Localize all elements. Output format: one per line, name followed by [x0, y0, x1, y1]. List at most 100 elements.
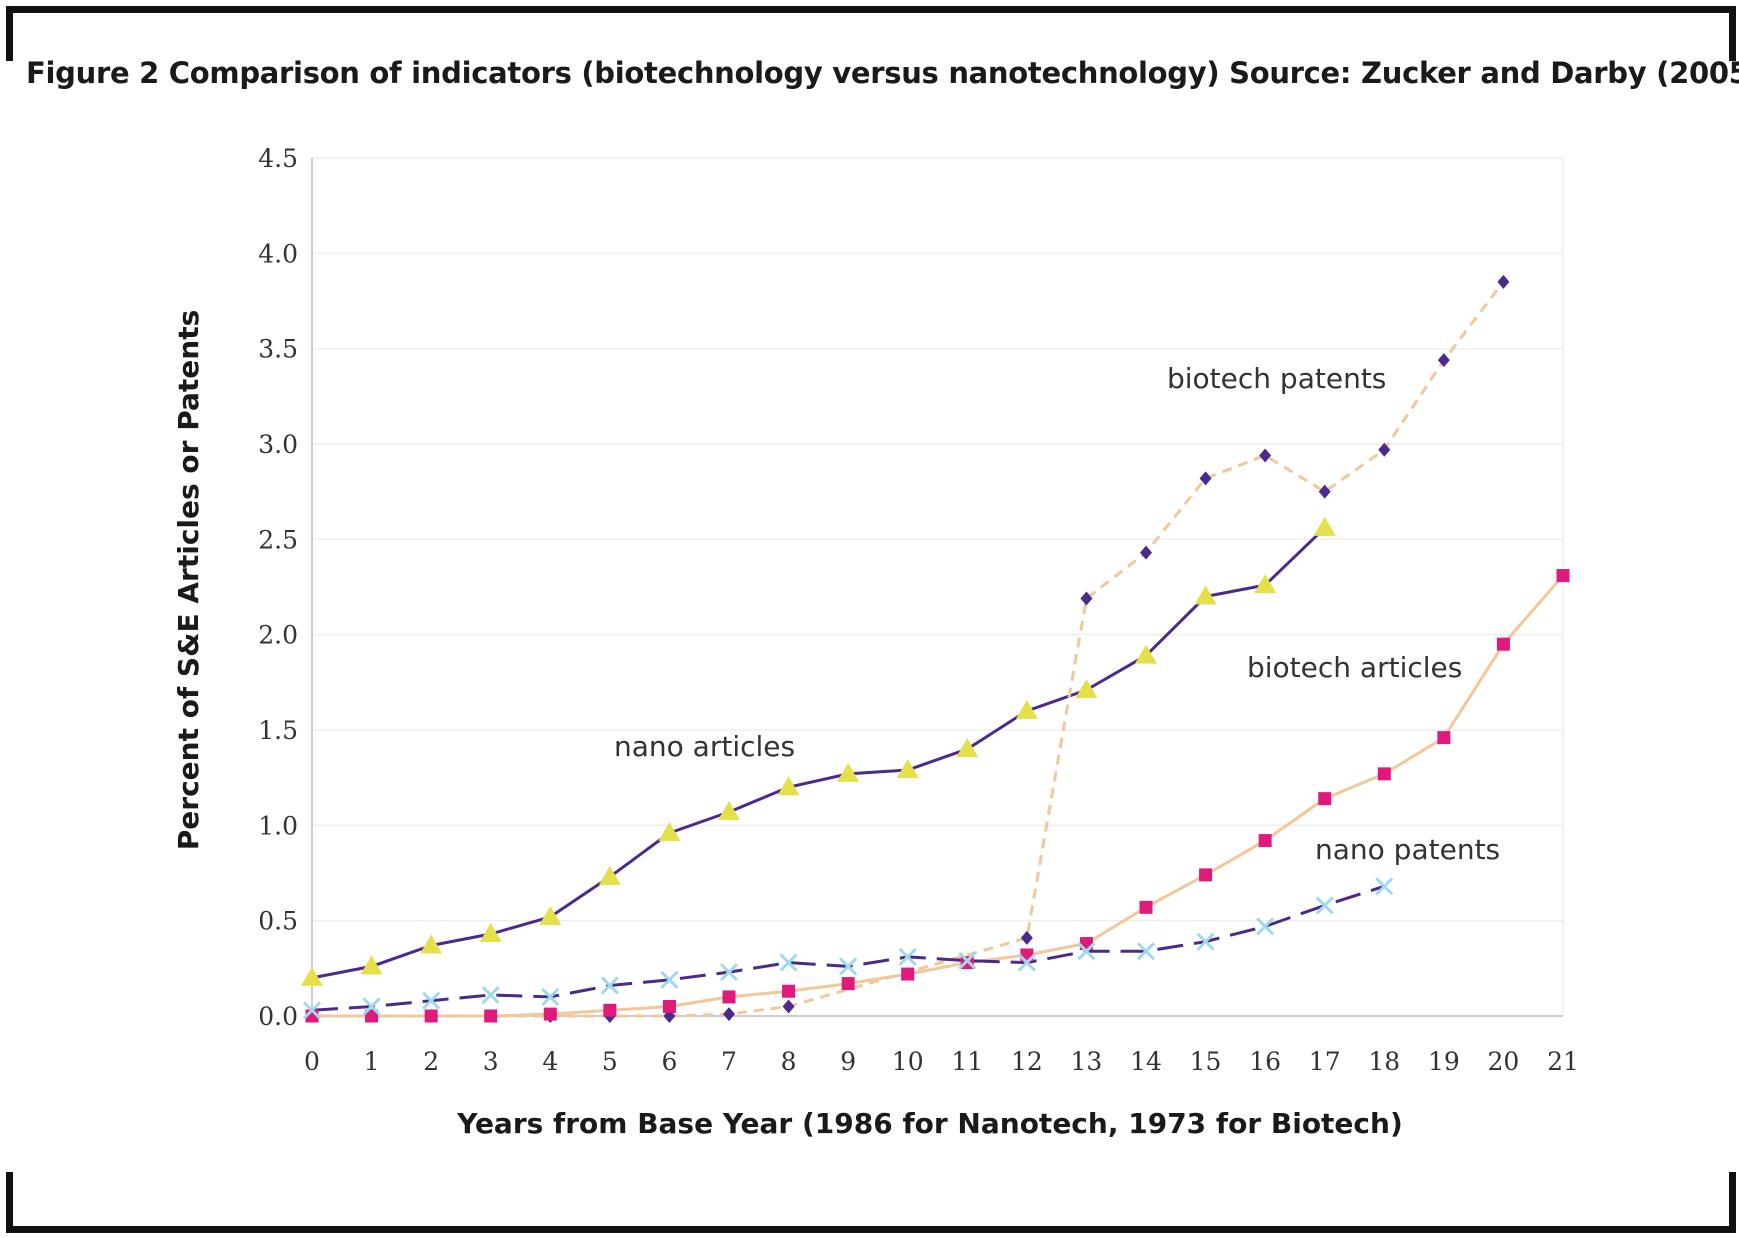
data-point-nano-articles — [658, 821, 681, 841]
figure-caption: Figure 2 Comparison of indicators (biote… — [26, 56, 1739, 90]
data-point-biotech-patents — [1199, 471, 1212, 486]
series-markers — [301, 274, 1570, 1023]
data-point-nano-articles — [1135, 644, 1157, 664]
data-point-biotech-articles — [484, 1009, 498, 1023]
data-point-biotech-patents — [1378, 442, 1391, 457]
data-point-nano-patents — [1196, 932, 1215, 951]
data-point-biotech-articles — [1258, 834, 1272, 848]
data-point-nano-patents — [481, 985, 500, 1005]
data-point-biotech-articles — [365, 1009, 379, 1023]
x-tick-label: 10 — [892, 1047, 924, 1076]
tick-labels: 0.00.51.01.52.02.53.03.54.04.50 1 2 3 4 5 6 7 8 9… — [258, 144, 1579, 1076]
x-tick-label: 15 — [1190, 1047, 1222, 1076]
x-tick-label: 20 — [1488, 1047, 1520, 1076]
data-point-biotech-articles — [424, 1009, 438, 1023]
frame-top-bar — [6, 6, 1736, 13]
y-tick-label: 0.5 — [258, 907, 298, 936]
data-point-nano-articles — [301, 966, 323, 986]
data-point-biotech-articles — [1437, 731, 1451, 745]
x-tick-label: 18 — [1368, 1047, 1400, 1076]
data-point-nano-articles — [1015, 699, 1038, 719]
data-point-biotech-articles — [662, 999, 676, 1013]
x-tick-label: 11 — [951, 1047, 983, 1076]
x-tick-label: 19 — [1428, 1047, 1460, 1076]
y-tick-label: 1.0 — [258, 811, 298, 840]
data-point-biotech-patents — [782, 999, 795, 1014]
x-tick-label: 5 — [602, 1047, 618, 1076]
annotation-nano-articles: nano articles — [614, 730, 795, 763]
x-tick-label: 21 — [1547, 1047, 1579, 1076]
y-tick-label: 2.0 — [258, 621, 298, 650]
data-point-biotech-articles — [1139, 900, 1153, 914]
data-point-nano-articles — [360, 955, 383, 975]
y-tick-label: 2.5 — [258, 525, 298, 554]
y-axis-title: Percent of S&E Articles or Patents — [172, 310, 205, 850]
data-point-nano-articles — [1194, 585, 1217, 605]
x-tick-label: 1 — [364, 1047, 380, 1076]
x-tick-label: 12 — [1011, 1047, 1043, 1076]
data-point-nano-patents — [1077, 942, 1096, 961]
x-tick-label: 0 — [304, 1047, 320, 1076]
x-axis-title: Years from Base Year (1986 for Nanotech,… — [456, 1107, 1403, 1140]
data-point-nano-articles — [777, 776, 800, 796]
data-point-biotech-articles — [782, 984, 796, 998]
data-point-biotech-articles — [1199, 868, 1213, 882]
data-point-biotech-patents — [1140, 545, 1152, 560]
data-point-biotech-patents — [1020, 930, 1033, 945]
data-point-nano-articles — [896, 759, 919, 779]
series-line-biotech-articles — [312, 574, 1565, 1018]
data-point-biotech-patents — [1259, 448, 1272, 463]
data-point-nano-patents — [779, 953, 798, 972]
x-tick-label: 9 — [840, 1047, 856, 1076]
data-point-biotech-articles — [543, 1007, 557, 1021]
frame-bottom-left-tick — [6, 1172, 13, 1233]
data-point-biotech-patents — [1080, 591, 1093, 606]
annotation-nano-patents: nano patents — [1315, 833, 1500, 866]
data-point-nano-patents — [719, 963, 739, 982]
data-point-biotech-articles — [1556, 569, 1570, 583]
x-tick-label: 3 — [483, 1047, 499, 1076]
x-tick-label: 2 — [423, 1047, 439, 1076]
data-point-nano-articles — [1075, 678, 1098, 698]
data-point-nano-patents — [1375, 877, 1394, 896]
data-point-biotech-articles — [1318, 792, 1332, 806]
x-tick-label: 6 — [661, 1047, 677, 1076]
series-line-nano-patents — [311, 884, 1385, 1012]
data-point-nano-patents — [600, 976, 619, 995]
data-point-biotech-articles — [841, 977, 855, 991]
data-point-biotech-patents — [723, 1007, 735, 1022]
data-point-biotech-articles — [901, 967, 915, 981]
x-tick-label: 16 — [1249, 1047, 1281, 1076]
data-point-nano-articles — [1254, 574, 1277, 594]
data-point-nano-articles — [420, 934, 443, 954]
data-point-nano-patents — [422, 991, 441, 1010]
x-tick-label: 4 — [542, 1047, 558, 1076]
data-point-nano-patents — [362, 997, 381, 1016]
frame-bottom-right-tick — [1729, 1172, 1736, 1233]
data-point-nano-articles — [598, 865, 621, 885]
data-point-nano-patents — [1256, 917, 1275, 936]
annotation-biotech-articles: biotech articles — [1247, 651, 1462, 684]
y-tick-label: 3.0 — [258, 430, 298, 459]
data-point-nano-patents — [541, 987, 560, 1006]
x-tick-label: 7 — [721, 1047, 737, 1076]
x-tick-label: 14 — [1130, 1047, 1162, 1076]
data-point-biotech-articles — [603, 1003, 617, 1017]
y-tick-label: 4.0 — [258, 239, 298, 268]
data-point-nano-articles — [1313, 516, 1336, 536]
y-tick-label: 1.5 — [258, 716, 298, 745]
frame-top-right-tick — [1729, 6, 1736, 61]
data-point-nano-patents — [1017, 953, 1036, 972]
data-point-biotech-articles — [722, 990, 736, 1004]
y-tick-label: 3.5 — [258, 335, 298, 364]
data-point-nano-patents — [302, 1001, 322, 1020]
data-point-biotech-patents — [1437, 353, 1450, 368]
data-point-nano-articles — [539, 905, 562, 925]
frame-top-left-tick — [6, 6, 13, 61]
data-point-nano-patents — [958, 951, 977, 970]
data-point-biotech-patents — [1318, 484, 1331, 499]
data-point-nano-patents — [1136, 942, 1156, 961]
data-point-nano-patents — [839, 957, 858, 976]
data-point-nano-articles — [837, 762, 860, 782]
